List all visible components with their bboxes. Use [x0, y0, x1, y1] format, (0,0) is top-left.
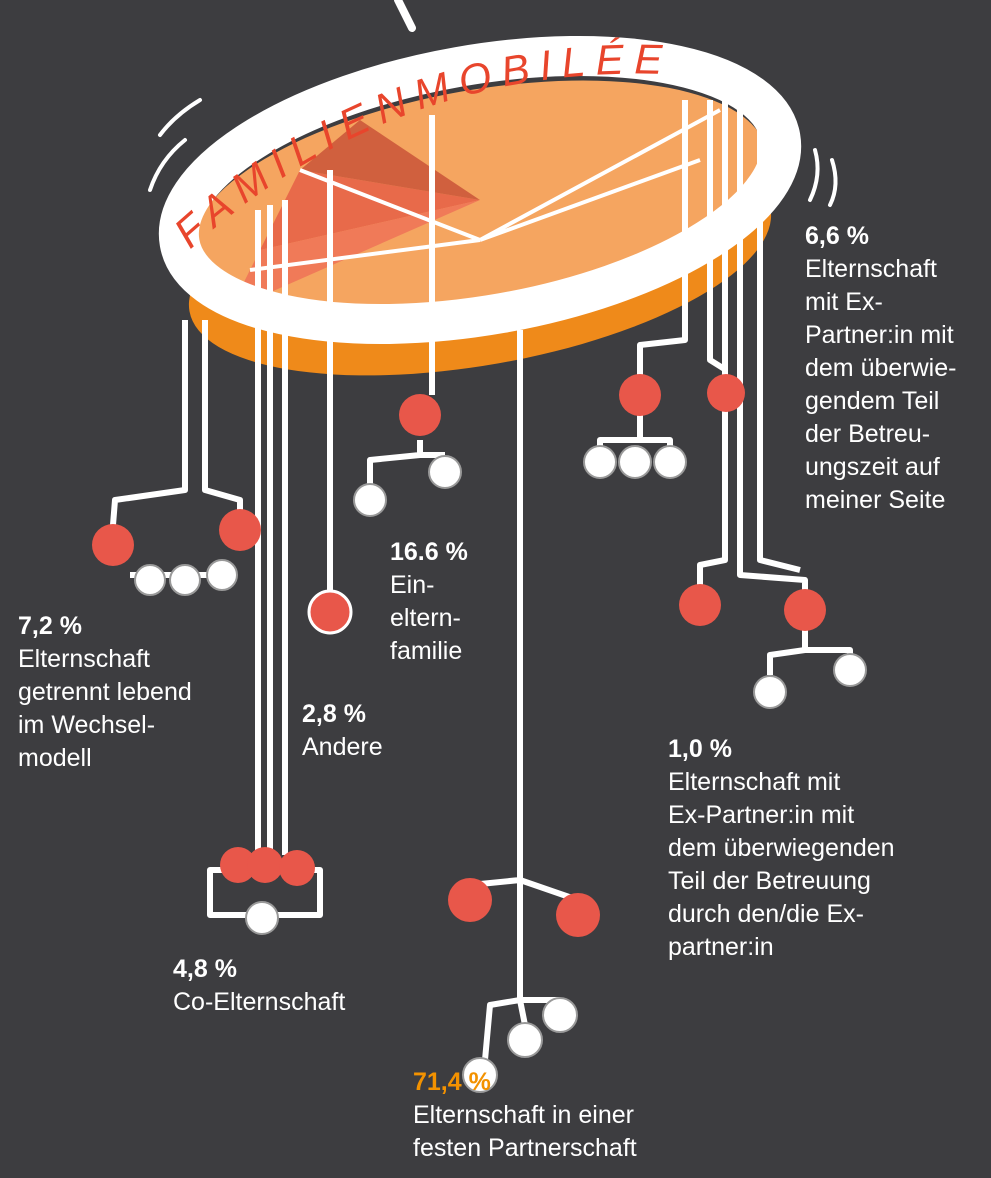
share-description-line: Partner:in mit	[805, 321, 954, 349]
share-description-line: ungszeit auf	[805, 453, 940, 481]
share-description-line: modell	[18, 744, 92, 772]
share-percent: 4,8 %	[173, 955, 237, 983]
share-percent: 16.6 %	[390, 538, 468, 566]
share-description-line: gendem Teil	[805, 387, 940, 415]
share-label: 2,8 % Andere	[302, 698, 383, 764]
share-description-line: der Betreu-	[805, 420, 931, 448]
share-description-line: Elternschaft	[18, 645, 151, 673]
share-label: 6,6 % Elternschaft mit Ex- Partner:in mit de…	[805, 220, 956, 517]
red-balls	[92, 374, 826, 937]
share-description-line: durch den/die Ex-	[668, 900, 864, 928]
hook	[148, 0, 838, 207]
share-percent: 1,0 %	[668, 735, 732, 763]
share-label: 1,0 % Elternschaft mit Ex-Partner:in mit de…	[668, 733, 895, 964]
share-description-line: im Wechsel-	[18, 711, 156, 739]
share-description-line: dem überwiegenden	[668, 834, 895, 862]
share-label: 71,4 % Elternschaft in einer festen Partne…	[413, 1066, 637, 1165]
share-description-line: familie	[390, 637, 463, 665]
share-description-line: Andere	[302, 733, 383, 761]
share-description-line: Elternschaft in einer	[413, 1101, 634, 1129]
share-description-line: Co-Elternschaft	[173, 988, 346, 1016]
share-label: 4,8 % Co-Elternschaft	[173, 953, 345, 1019]
ring	[158, 35, 802, 345]
share-label: 7,2 % Elternschaft getrennt lebend im Wechs…	[18, 610, 192, 775]
share-description-line: Elternschaft mit	[668, 768, 841, 796]
share-description-line: Ein-	[390, 571, 435, 599]
share-description-line: getrennt lebend	[18, 678, 192, 706]
share-percent: 6,6 %	[805, 222, 869, 250]
share-percent: 7,2 %	[18, 612, 82, 640]
slice-lines	[249, 108, 721, 272]
share-description-line: meiner Seite	[805, 486, 946, 514]
share-description-line: Teil der Betreuung	[668, 867, 871, 895]
share-description-line: festen Partnerschaft	[413, 1134, 637, 1162]
share-description-line: dem überwie-	[805, 354, 957, 382]
share-description-line: eltern-	[390, 604, 461, 632]
share-label: 16.6 % Ein-eltern-familie	[390, 536, 468, 668]
slice	[260, 170, 480, 250]
share-description-line: partner:in	[668, 933, 774, 961]
share-percent: 2,8 %	[302, 700, 366, 728]
share-description-line: Ex-Partner:in mit	[668, 801, 855, 829]
share-description-line: Elternschaft	[805, 255, 938, 283]
share-description-line: mit Ex-	[805, 288, 883, 316]
white-balls	[134, 445, 867, 1093]
share-percent: 71,4 %	[413, 1068, 491, 1096]
